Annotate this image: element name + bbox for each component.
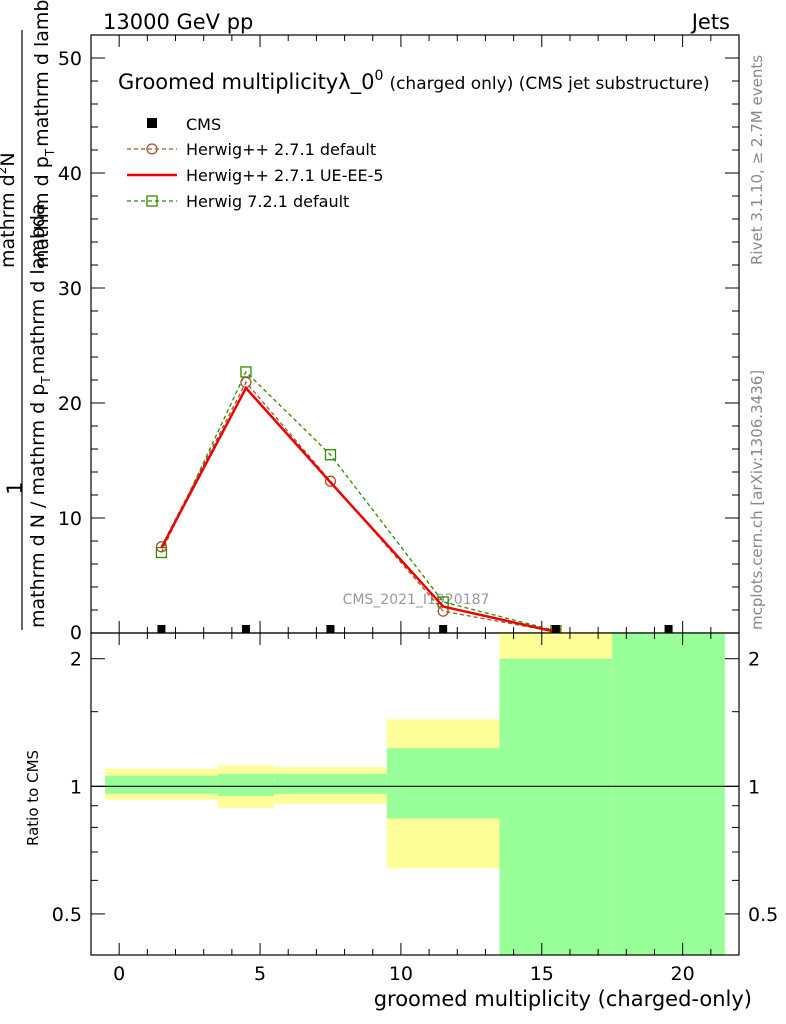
main-axis-ticks <box>90 34 740 634</box>
ratio-band-green-bin-1 <box>217 773 275 796</box>
series-line-herwig7 <box>160 370 557 632</box>
ratio-y-tick-labels: 0.5 0.5 1 1 2 2 <box>52 649 778 926</box>
legend-label-herwig-default: Herwig++ 2.7.1 default <box>186 140 376 159</box>
main-y-axis-label: 1 mathrm d2N mathrm d pTmathrm d lambda … <box>0 0 57 630</box>
ratio-plot-frame <box>90 632 740 956</box>
point-herwig_default <box>155 541 168 553</box>
point-cms <box>241 625 250 633</box>
legend-label-herwig-ueee5: Herwig++ 2.7.1 UE-EE-5 <box>186 166 384 185</box>
x-axis-label: groomed multiplicity (charged-only) <box>374 987 752 1011</box>
ratio-y-tick-label-right: 2 <box>748 649 760 671</box>
analysis-watermark: CMS_2021_I1920187 <box>343 592 490 608</box>
point-herwig_default <box>324 475 337 487</box>
ylabel-numerator-exponent: 2 <box>0 167 9 175</box>
point-cms <box>157 625 166 633</box>
ylabel-norm-pt-subscript: T <box>39 376 53 385</box>
x-tick-label: 10 <box>389 963 413 985</box>
legend-marker-herwig7 <box>146 195 158 207</box>
ylabel-prefactor: 1 <box>3 481 27 494</box>
plot-title: Groomed multiplicityλ_00 (charged only) (… <box>118 68 710 95</box>
ylabel-pt-subscript: T <box>43 148 57 157</box>
ratio-bands-layer <box>105 633 725 955</box>
header-process-label: Jets <box>690 10 730 34</box>
ratio-band-green-bin-4 <box>499 658 613 955</box>
x-tick-label: 20 <box>671 963 695 985</box>
legend-marker-herwig-default <box>146 143 158 155</box>
x-tick-label: 0 <box>113 963 125 985</box>
ratio-y-tick-label: 0.5 <box>52 904 82 926</box>
ratio-y-tick-label: 1 <box>70 776 82 798</box>
main-y-tick-label-zero: 0 <box>70 622 82 644</box>
ratio-band-green-bin-0 <box>105 775 218 794</box>
ratio-y-axis-label: Ratio to CMS <box>24 750 42 846</box>
ratio-axis-ticks <box>90 633 740 955</box>
series-line-herwig_default <box>160 381 556 633</box>
main-y-tick-label: 50 <box>58 48 82 70</box>
point-herwig7 <box>324 449 337 461</box>
x-tick-label: 15 <box>530 963 554 985</box>
legend-marker-cms <box>147 118 157 128</box>
main-y-tick-label: 20 <box>58 393 82 415</box>
main-y-tick-labels: 10 20 30 40 50 0 <box>58 48 82 644</box>
ratio-y-tick-label-right: 0.5 <box>748 904 778 926</box>
x-tick-label: 5 <box>254 963 266 985</box>
header-energy-label: 13000 GeV pp <box>103 10 253 34</box>
ratio-band-green-bin-5 <box>612 633 725 955</box>
x-tick-labels: 0 5 10 15 20 <box>113 963 695 985</box>
main-y-tick-label: 30 <box>58 278 82 300</box>
point-cms <box>439 625 448 633</box>
ratio-y-tick-label: 2 <box>70 649 82 671</box>
ratio-band-green-bin-3 <box>386 748 500 819</box>
ylabel-numerator: mathrm d2N <box>0 152 19 268</box>
plot-title-superscript: 0 <box>375 68 384 84</box>
ylabel-denominator: mathrm d pTmathrm d lambda <box>31 0 57 268</box>
series-line-herwig_ueee5 <box>160 385 557 634</box>
rivet-version-label: Rivet 3.1.10, ≥ 2.7M events <box>748 55 766 265</box>
main-y-tick-label: 10 <box>58 508 82 530</box>
main-series-layer <box>155 366 673 638</box>
point-cms <box>551 625 560 633</box>
ratio-band-green-bin-2 <box>274 773 387 794</box>
point-cms <box>326 625 335 633</box>
mcplots-label: mcplots.cern.ch [arXiv:1306.3436] <box>748 370 766 630</box>
ratio-y-tick-label-right: 1 <box>748 776 760 798</box>
legend-label-herwig7: Herwig 7.2.1 default <box>186 192 349 211</box>
main-y-tick-label: 40 <box>58 163 82 185</box>
legend: CMS Herwig++ 2.7.1 default Herwig++ 2.7.… <box>127 115 384 211</box>
point-cms <box>664 625 673 633</box>
ylabel-normalization: mathrm d N / mathrm d pTmathrm d lambda <box>27 203 53 628</box>
legend-label-cms: CMS <box>186 115 221 134</box>
